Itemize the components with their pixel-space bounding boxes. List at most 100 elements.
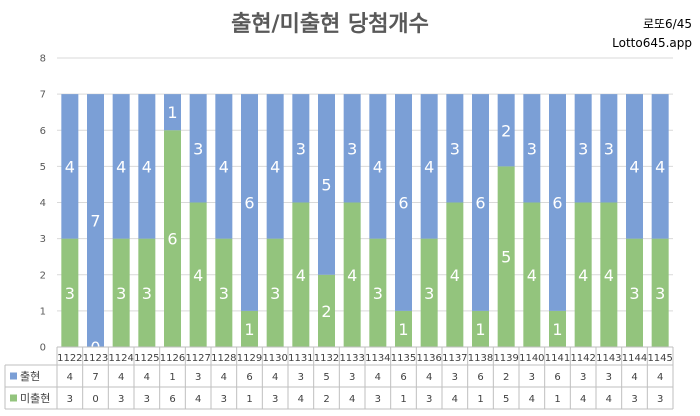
data-label-not-drawn: 4: [450, 266, 460, 285]
bar-segment-drawn: [292, 94, 310, 203]
legend-label: 출현: [20, 370, 40, 383]
bar-segment-not-drawn: [318, 274, 335, 347]
data-label-drawn: 3: [527, 139, 537, 158]
bar-segment-not-drawn: [497, 166, 515, 347]
table-cell: 1: [400, 394, 406, 405]
y-tick-label: 6: [40, 126, 46, 137]
data-label-not-drawn: 3: [629, 284, 639, 303]
data-label-drawn: 3: [450, 139, 460, 158]
bar-segment-not-drawn: [600, 202, 618, 347]
bar-segment-drawn: [497, 94, 515, 167]
y-tick-label: 5: [40, 162, 46, 173]
table-cell: 4: [195, 394, 201, 405]
table-cell: 5: [503, 394, 509, 405]
bar-segment-not-drawn: [343, 202, 361, 347]
bar-segment-drawn: [189, 94, 207, 203]
table-cell: 3: [221, 394, 227, 405]
table-cell: 6: [477, 372, 483, 383]
legend-label: 미출현: [20, 392, 50, 405]
bar-segment-not-drawn: [138, 238, 156, 347]
bar-segment-drawn: [446, 94, 464, 203]
y-tick-label: 3: [40, 234, 46, 245]
table-cell: 3: [272, 394, 278, 405]
table-cell: 1: [169, 372, 175, 383]
y-tick-label: 8: [40, 54, 46, 65]
gridlines: [57, 57, 673, 348]
table-cell: 3: [529, 372, 535, 383]
table-cell: 3: [349, 372, 355, 383]
bar-segment-drawn: [549, 94, 566, 311]
table-cell: 4: [272, 372, 278, 383]
x-tick-label: 1128: [211, 353, 236, 364]
y-tick-label: 4: [40, 198, 46, 209]
data-label-not-drawn: 3: [270, 284, 280, 303]
x-tick-label: 1143: [596, 353, 621, 364]
bar-segment-not-drawn: [164, 130, 181, 347]
table-cell: 3: [298, 372, 304, 383]
bar-segment-drawn: [241, 94, 258, 311]
data-label-drawn: 4: [655, 157, 665, 176]
x-tick-label: 1140: [519, 353, 544, 364]
table-cell: 4: [606, 394, 612, 405]
brand-url: Lotto645.app: [612, 36, 692, 50]
bar-segment-not-drawn: [189, 202, 207, 347]
y-tick-label: 0: [40, 343, 46, 354]
y-tick-label: 7: [40, 90, 46, 101]
data-label-not-drawn: 2: [321, 302, 331, 321]
table-cell: 3: [67, 394, 73, 405]
data-label-not-drawn: 1: [398, 320, 408, 339]
x-tick-label: 1126: [160, 353, 185, 364]
table-cell: 4: [349, 394, 355, 405]
data-label-not-drawn: 4: [578, 266, 588, 285]
bar-segment-drawn: [138, 94, 156, 239]
x-tick-label: 1129: [237, 353, 262, 364]
y-tick-label: 1: [40, 306, 46, 317]
x-tick-label: 1138: [468, 353, 493, 364]
data-label-drawn: 4: [373, 157, 383, 176]
x-tick-label: 1124: [108, 353, 133, 364]
table-cell: 1: [246, 394, 252, 405]
table-cell: 4: [118, 372, 124, 383]
data-label-not-drawn: 4: [296, 266, 306, 285]
bar-segment-not-drawn: [574, 202, 592, 347]
table-cell: 3: [606, 372, 612, 383]
data-label-drawn: 4: [270, 157, 280, 176]
x-tick-label: 1131: [288, 353, 313, 364]
data-label-drawn: 2: [501, 121, 511, 140]
data-label-drawn: 3: [578, 139, 588, 158]
data-label-drawn: 4: [142, 157, 152, 176]
bar-segment-not-drawn: [446, 202, 464, 347]
table-cell: 4: [144, 372, 150, 383]
bar-segment-not-drawn: [292, 202, 310, 347]
table-cell: 4: [657, 372, 663, 383]
data-label-drawn: 4: [116, 157, 126, 176]
bar-segment-drawn: [626, 94, 643, 239]
y-axis: 0 1 2 3 4 5 6 7 8: [40, 54, 46, 354]
x-tick-label: 1127: [185, 353, 210, 364]
data-label-drawn: 4: [629, 157, 639, 176]
x-tick-label: 1136: [416, 353, 441, 364]
data-table: 1122 1123 1124 1125 1126 1127 1128 1129 1130 1131…: [4, 346, 674, 410]
data-label-drawn: 3: [347, 139, 357, 158]
table-cell: 5: [323, 372, 329, 383]
data-label-not-drawn: 3: [142, 284, 152, 303]
bar-segment-drawn: [472, 94, 489, 311]
x-tick-label: 1145: [647, 353, 672, 364]
table-cell: 4: [631, 372, 637, 383]
data-label-not-drawn: 1: [244, 320, 254, 339]
bars: [61, 94, 669, 347]
bar-segment-drawn: [318, 94, 335, 275]
bar-segment-not-drawn: [112, 238, 130, 347]
table-cell: 4: [580, 394, 586, 405]
x-tick-label: 1125: [134, 353, 159, 364]
x-tick-label: 1132: [314, 353, 339, 364]
data-label-drawn: 5: [321, 175, 331, 194]
table-cell: 3: [657, 394, 663, 405]
data-label-not-drawn: 4: [604, 266, 614, 285]
x-tick-label: 1139: [493, 353, 518, 364]
bar-segment-drawn: [164, 94, 181, 131]
data-label-drawn: 4: [65, 157, 75, 176]
table-cell: 3: [118, 394, 124, 405]
chart-title: 출현/미출현 당첨개수: [231, 12, 429, 37]
